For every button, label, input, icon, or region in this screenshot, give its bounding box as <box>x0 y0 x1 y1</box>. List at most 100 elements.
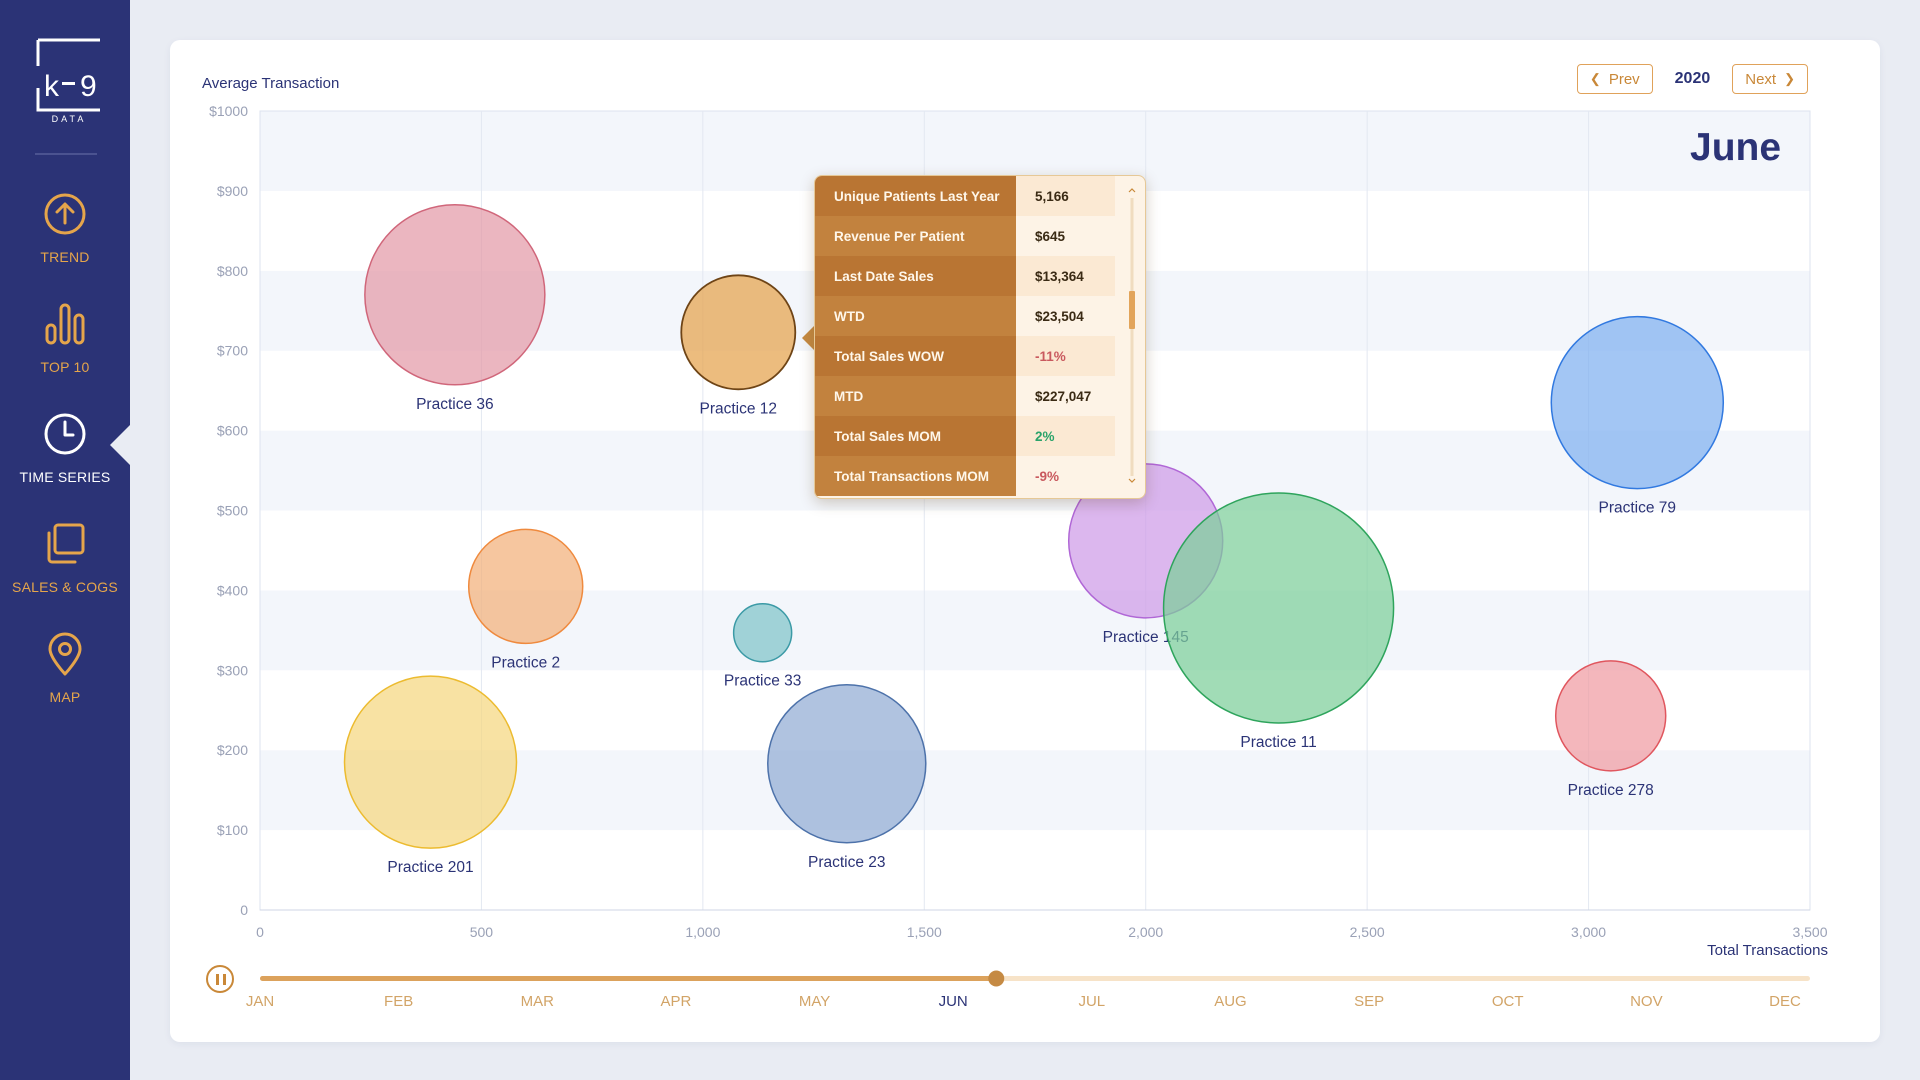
sidebar-item-trend[interactable]: TREND <box>0 191 130 265</box>
bubble-label: Practice 201 <box>387 859 473 876</box>
tooltip-row: Revenue Per Patient $645 <box>815 216 1115 256</box>
sidebar: k 9 DATA TREND TOP 10 TIME SERIES <box>0 0 130 1080</box>
bubble <box>1162 492 1395 724</box>
bar-chart-icon <box>45 303 85 345</box>
bubble <box>1550 315 1725 490</box>
month-feb[interactable]: FEB <box>384 993 414 1010</box>
sidebar-item-sales-cogs[interactable]: SALES & COGS <box>0 521 130 595</box>
tooltip-row-label: Total Transactions MOM <box>815 456 1016 496</box>
tooltip-row: Total Transactions MOM -9% <box>815 456 1115 496</box>
prev-year-button[interactable]: ❮ Prev <box>1576 64 1653 94</box>
y-tick-label: $300 <box>217 662 248 678</box>
month-may[interactable]: MAY <box>798 993 831 1010</box>
sidebar-item-top-10[interactable]: TOP 10 <box>0 301 130 375</box>
x-tick-label: 1,000 <box>685 924 720 940</box>
tooltip-scrollbar[interactable] <box>1127 186 1137 486</box>
month-nov[interactable]: NOV <box>1630 993 1663 1010</box>
x-tick-label: 0 <box>256 924 264 940</box>
pause-icon-bar <box>223 974 226 985</box>
bubble-label: Practice 11 <box>1240 734 1316 751</box>
x-tick-label: 500 <box>470 924 494 940</box>
y-tick-label: $500 <box>217 503 248 519</box>
tooltip-row: MTD $227,047 <box>815 376 1115 416</box>
y-tick-label: $800 <box>217 263 248 279</box>
tooltip-row-value: $23,504 <box>1016 296 1115 336</box>
tooltip-arrow <box>802 326 814 350</box>
grid-band <box>260 830 1810 910</box>
x-axis-title: Total Transactions <box>1707 942 1828 959</box>
x-tick-label: 2,500 <box>1350 924 1385 940</box>
month-apr[interactable]: APR <box>660 993 692 1010</box>
bubble-label: Practice 2 <box>491 654 560 671</box>
tooltip-row-value: 2% <box>1016 416 1115 456</box>
bubble-label: Practice 79 <box>1599 500 1677 517</box>
tooltip-row: Last Date Sales $13,364 <box>815 256 1115 296</box>
sidebar-item-map[interactable]: MAP <box>0 631 130 705</box>
bubble <box>767 684 927 844</box>
sidebar-item-label: TIME SERIES <box>19 469 111 485</box>
y-tick-label: $700 <box>217 343 248 359</box>
tooltip-row-value: 5,166 <box>1016 176 1115 216</box>
timeline-progress <box>260 976 997 981</box>
active-nav-pointer <box>110 425 130 465</box>
month-jun[interactable]: JUN <box>938 993 968 1010</box>
bubble <box>1554 660 1667 772</box>
y-tick-label: 0 <box>240 902 248 918</box>
tooltip-row-label: WTD <box>815 296 1016 336</box>
month-jul[interactable]: JUL <box>1078 993 1106 1010</box>
bubble-label: Practice 278 <box>1568 782 1654 799</box>
tooltip-row-label: Total Sales WOW <box>815 336 1016 376</box>
prev-button-label: Prev <box>1608 70 1640 88</box>
bubble-label: Practice 12 <box>700 400 778 417</box>
chevron-left-icon: ❮ <box>1589 71 1601 86</box>
year-label: 2020 <box>1674 70 1711 87</box>
year-navigation: ❮ Prev 2020 Next ❯ <box>1576 64 1808 94</box>
bubble <box>364 204 546 386</box>
tooltip-row: Unique Patients Last Year 5,166 <box>815 176 1115 216</box>
tooltip-row-value: $227,047 <box>1016 376 1115 416</box>
month-mar[interactable]: MAR <box>520 993 554 1010</box>
y-axis-title: Average Transaction <box>202 75 340 92</box>
x-tick-label: 3,000 <box>1571 924 1606 940</box>
svg-text:9: 9 <box>80 70 97 103</box>
bubble-label: Practice 23 <box>808 854 886 871</box>
pause-icon <box>216 974 219 985</box>
y-tick-label: $600 <box>217 423 248 439</box>
tooltip-row-value: -11% <box>1016 336 1115 376</box>
month-aug[interactable]: AUG <box>1214 993 1247 1010</box>
practice-tooltip: Total Transactions MOM -9% Total Sales MOM… <box>814 175 1146 499</box>
tooltip-row-value: $13,364 <box>1016 256 1115 296</box>
chart-card: ❮ Prev 2020 Next ❯ Average Transaction T… <box>170 40 1880 1042</box>
svg-text:DATA: DATA <box>52 114 87 124</box>
sidebar-item-label: SALES & COGS <box>12 579 118 595</box>
tooltip-row: Total Sales MOM 2% <box>815 416 1115 456</box>
current-month-title: June <box>1690 126 1782 169</box>
grid-band <box>260 750 1810 831</box>
month-dec[interactable]: DEC <box>1769 993 1801 1010</box>
chevron-right-icon: ❯ <box>1784 71 1795 86</box>
next-year-button[interactable]: Next ❯ <box>1732 64 1808 94</box>
sidebar-item-label: MAP <box>49 689 81 705</box>
clock-icon <box>44 413 86 455</box>
pause-button[interactable] <box>206 965 234 993</box>
month-oct[interactable]: OCT <box>1491 993 1524 1010</box>
timeline-slider[interactable] <box>170 962 1880 992</box>
sidebar-divider <box>35 153 97 155</box>
copy-stack-icon <box>47 523 85 564</box>
sidebar-item-time-series[interactable]: TIME SERIES <box>0 411 130 485</box>
month-jan[interactable]: JAN <box>245 993 275 1010</box>
timeline-handle[interactable] <box>988 970 1005 987</box>
y-tick-label: $200 <box>217 742 248 758</box>
bubble-label: Practice 36 <box>416 396 494 413</box>
bubble <box>680 274 797 391</box>
tooltip-row-label: Total Sales MOM <box>815 416 1016 456</box>
month-sep[interactable]: SEP <box>1354 993 1385 1010</box>
next-button-label: Next <box>1745 70 1777 88</box>
map-pin-icon <box>48 632 82 676</box>
bubble <box>343 675 518 849</box>
tooltip-row-value: $645 <box>1016 216 1115 256</box>
y-tick-label: $400 <box>217 582 248 598</box>
tooltip-row: WTD $23,504 <box>815 296 1115 336</box>
arrow-up-circle-icon <box>44 193 86 235</box>
tooltip-row-label: Unique Patients Last Year <box>815 176 1016 216</box>
